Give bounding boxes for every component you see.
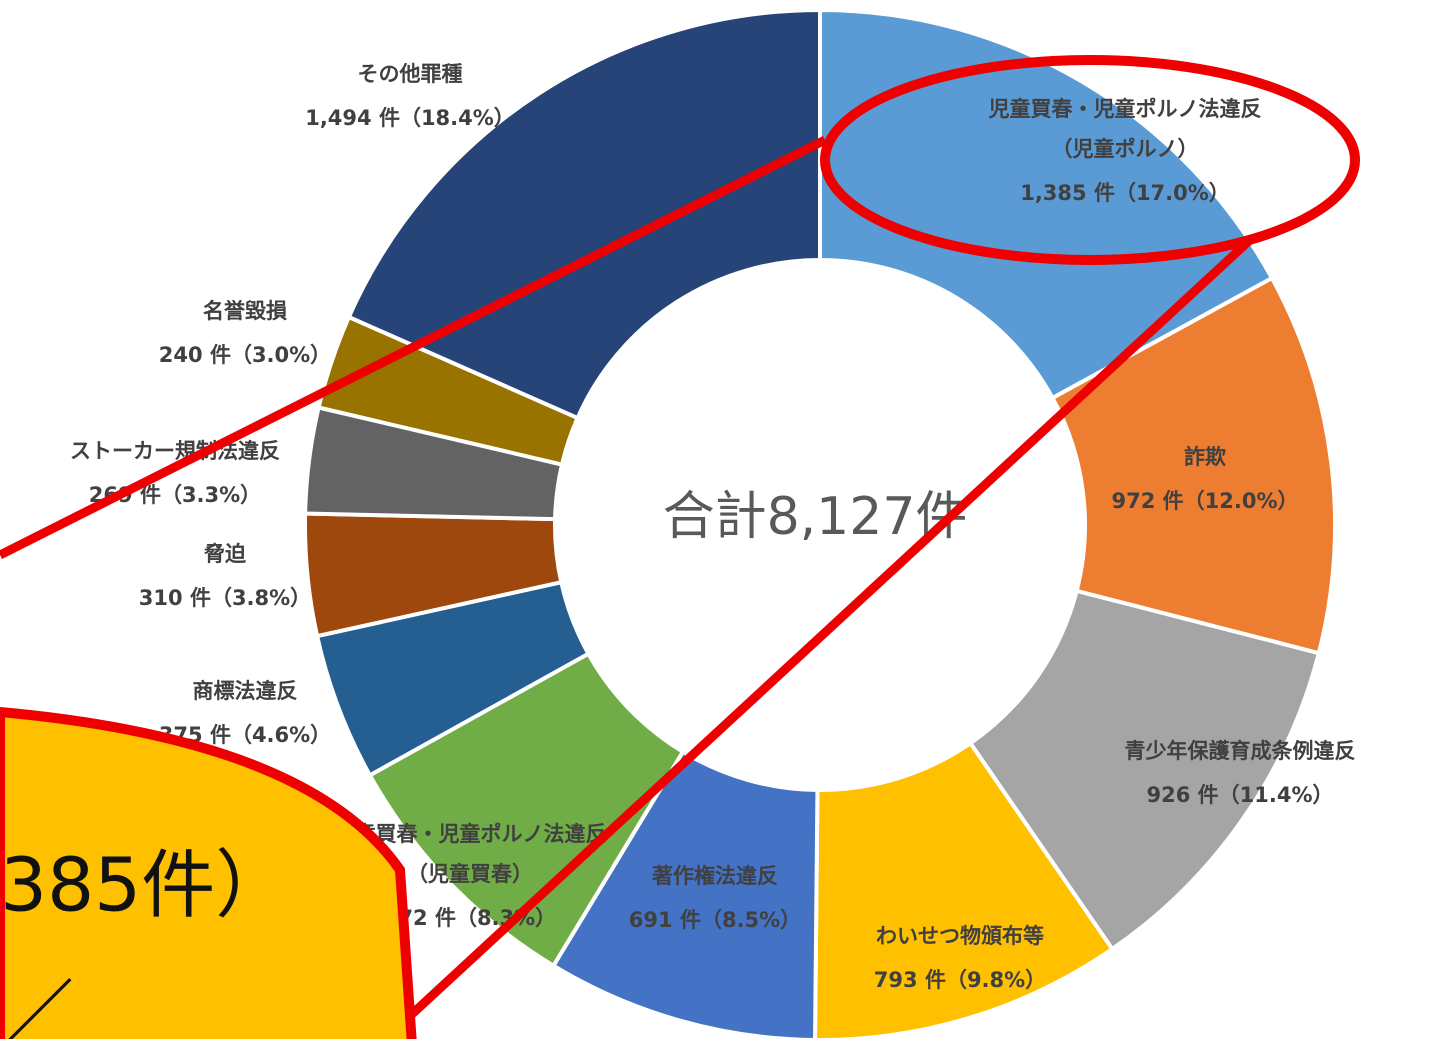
callout-line [381, 236, 1254, 1039]
center-label: 合計8,127件 [663, 487, 968, 547]
slice-label: 詐欺 [1184, 445, 1226, 469]
slice-label: （児童ポルノ） [1052, 137, 1199, 161]
value-label: 691 件（8.5%） [629, 908, 801, 932]
slice-label: 児童買春・児童ポルノ法違反 [988, 97, 1262, 121]
slice-label: 脅迫 [203, 542, 247, 566]
value-label: 1,385 件（17.0%） [1020, 181, 1230, 205]
value-label: 310 件（3.8%） [139, 586, 311, 610]
slice-label: 名誉毀損 [203, 299, 288, 323]
donut-slice [813, 740, 1116, 1039]
donut-slice [1049, 275, 1337, 656]
callout-bubble [0, 706, 417, 1039]
slice-label: 青少年保護育成条例違反 [1125, 739, 1356, 763]
slice-label: その他罪種 [358, 62, 463, 86]
value-label: 240 件（3.0%） [159, 343, 331, 367]
callout-line [0, 135, 828, 560]
callout-text: ／ [0, 973, 74, 1039]
value-label: 1,494 件（18.4%） [305, 106, 515, 130]
labels: 児童買春・児童ポルノ法違反 （児童ポルノ） 1,385 件（17.0%） 詐欺 972 … [70, 62, 1356, 992]
donut-slice [967, 588, 1322, 952]
slice-label: ストーカー規制法違反 [70, 439, 280, 463]
value-label: 972 件（12.0%） [1111, 489, 1298, 513]
slice-label: （児童買春） [407, 862, 533, 886]
slice-label: 著作権法違反 [652, 864, 778, 888]
value-label: 926 件（11.4%） [1146, 783, 1333, 807]
value-label: 793 件（9.8%） [874, 968, 1046, 992]
slice-label: わいせつ物頒布等 [876, 924, 1044, 948]
slice-label: 商標法違反 [193, 679, 298, 703]
callout-text: 385件） [0, 843, 289, 929]
highlight-ellipse [820, 55, 1360, 265]
